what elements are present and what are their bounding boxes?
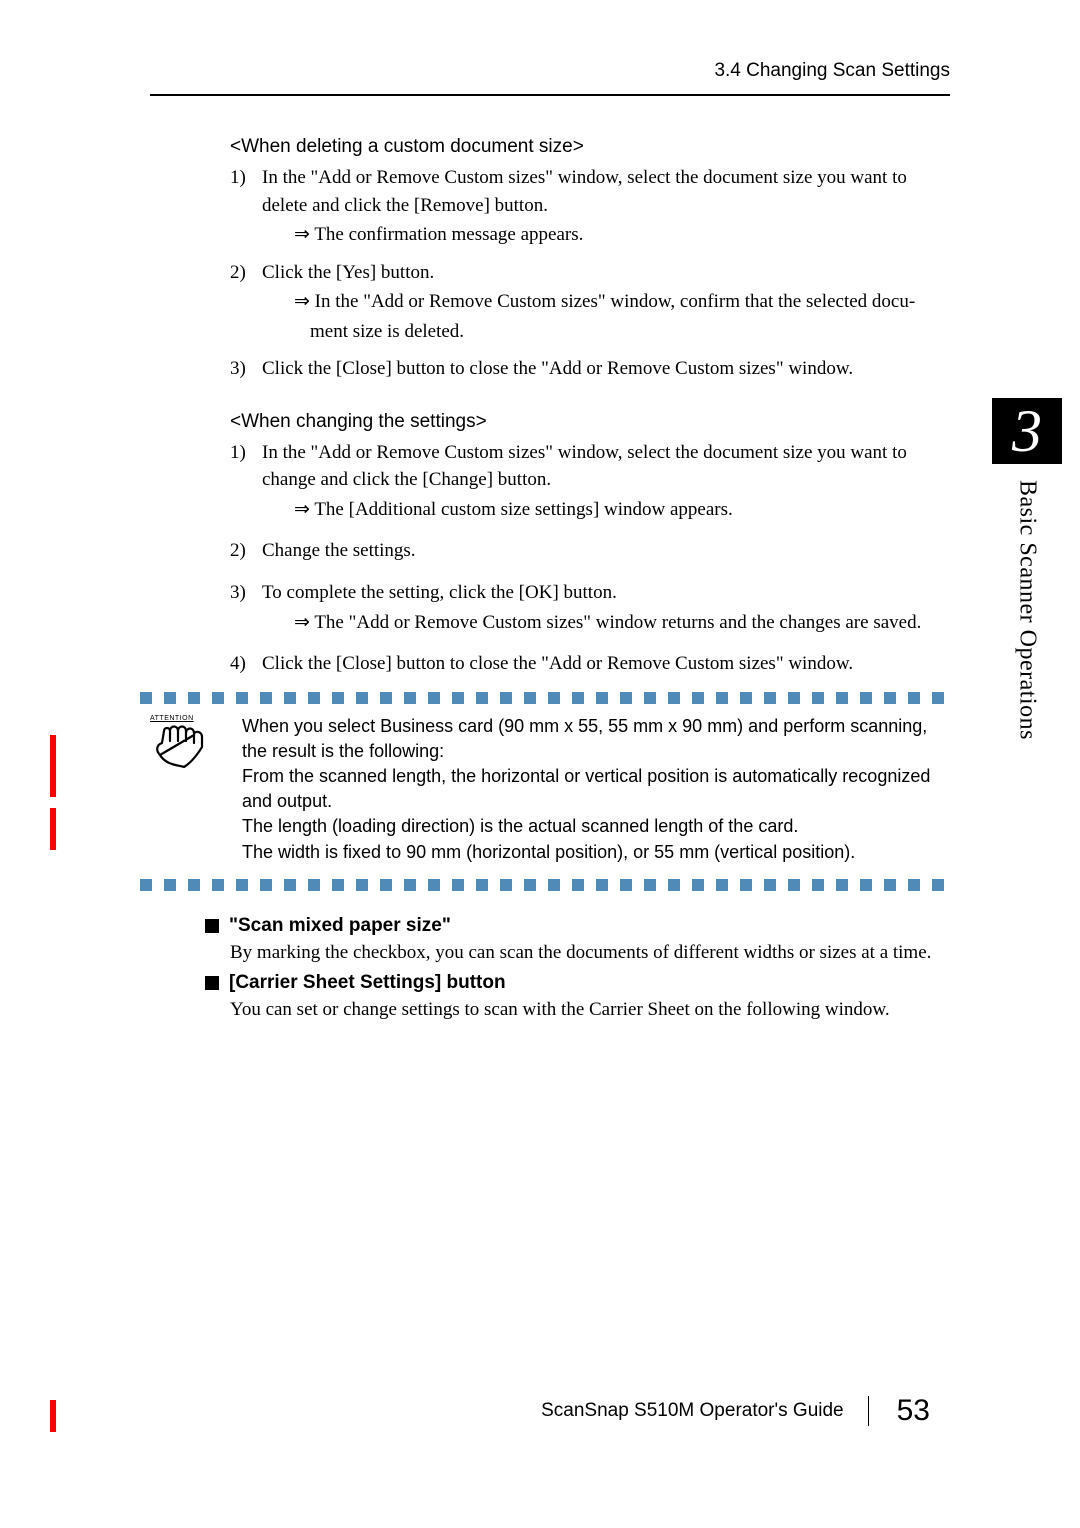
footer-page-number: 53 (897, 1394, 930, 1428)
change-step-1: 1) In the "Add or Remove Custom sizes" w… (230, 439, 950, 524)
footer: ScanSnap S510M Operator's Guide 53 (541, 1394, 930, 1428)
change-heading: <When changing the settings> (230, 411, 950, 433)
header-section: 3.4 Changing Scan Settings (150, 60, 950, 82)
bullet-square-icon (205, 919, 219, 933)
attention-hand-icon (150, 723, 210, 771)
carrier-body: You can set or change settings to scan w… (230, 996, 950, 1024)
carrier-title: [Carrier Sheet Settings] button (229, 972, 506, 994)
step-text: Click the [Close] button to close the "A… (262, 358, 853, 379)
mixed-body: By marking the checkbox, you can scan th… (230, 939, 950, 967)
step-text: In the "Add or Remove Custom sizes" wind… (262, 442, 907, 491)
delete-block: <When deleting a custom document size> 1… (230, 136, 950, 678)
attention-label: ATTENTION (150, 714, 222, 724)
change-list: 1) In the "Add or Remove Custom sizes" w… (230, 439, 950, 678)
step-result-cont: ment size is deleted. (310, 318, 950, 346)
bullet-square-icon (205, 976, 219, 990)
attention-text: When you select Business card (90 mm x 5… (242, 714, 950, 865)
mixed-title: "Scan mixed paper size" (229, 915, 451, 937)
divider-squares-top (140, 692, 950, 704)
step-text: Click the [Close] button to close the "A… (262, 653, 853, 674)
page: 3.4 Changing Scan Settings <When deletin… (0, 0, 1080, 1528)
step-result: ⇒ In the "Add or Remove Custom sizes" wi… (294, 288, 950, 316)
step-text: Click the [Yes] button. (262, 262, 434, 283)
change-step-3: 3) To complete the setting, click the [O… (230, 579, 950, 636)
step-text: Change the settings. (262, 540, 416, 561)
attention-line: The length (loading direction) is the ac… (242, 814, 950, 839)
delete-step-2: 2) Click the [Yes] button. ⇒ In the "Add… (230, 259, 950, 346)
attention-line: When you select Business card (90 mm x 5… (242, 714, 950, 764)
delete-step-3: 3) Click the [Close] button to close the… (230, 355, 950, 383)
step-number: 2) (230, 259, 246, 287)
delete-heading: <When deleting a custom document size> (230, 136, 950, 158)
header-rule (150, 94, 950, 96)
chapter-tab: 3 Basic Scanner Operations (992, 398, 1062, 740)
attention-line: From the scanned length, the horizontal … (242, 764, 950, 814)
divider-squares-bottom (140, 879, 950, 891)
step-result: ⇒ The "Add or Remove Custom sizes" windo… (294, 609, 950, 637)
chapter-number: 3 (992, 398, 1062, 464)
step-number: 3) (230, 355, 246, 383)
change-step-4: 4) Click the [Close] button to close the… (230, 650, 950, 678)
mixed-section-header: "Scan mixed paper size" (205, 915, 950, 937)
carrier-section-header: [Carrier Sheet Settings] button (205, 972, 950, 994)
delete-step-1: 1) In the "Add or Remove Custom sizes" w… (230, 164, 950, 249)
chapter-title: Basic Scanner Operations (1014, 480, 1041, 740)
step-number: 4) (230, 650, 246, 678)
step-result: ⇒ The confirmation message appears. (294, 221, 950, 249)
step-text: To complete the setting, click the [OK] … (262, 582, 617, 603)
footer-guide-title: ScanSnap S510M Operator's Guide (541, 1400, 844, 1422)
attention-icon: ATTENTION (150, 714, 222, 772)
delete-list: 1) In the "Add or Remove Custom sizes" w… (230, 164, 950, 383)
step-number: 1) (230, 164, 246, 192)
step-text: In the "Add or Remove Custom sizes" wind… (262, 167, 907, 216)
revision-bar (50, 1400, 56, 1432)
step-number: 3) (230, 579, 246, 607)
step-result: ⇒ The [Additional custom size settings] … (294, 496, 950, 524)
revision-bar (50, 808, 56, 850)
attention-block: ATTENTION When you select Business card … (150, 714, 950, 865)
step-number: 1) (230, 439, 246, 467)
step-number: 2) (230, 537, 246, 565)
revision-bar (50, 735, 56, 797)
footer-separator (868, 1396, 869, 1426)
change-step-2: 2) Change the settings. (230, 537, 950, 565)
attention-line: The width is fixed to 90 mm (horizontal … (242, 840, 950, 865)
